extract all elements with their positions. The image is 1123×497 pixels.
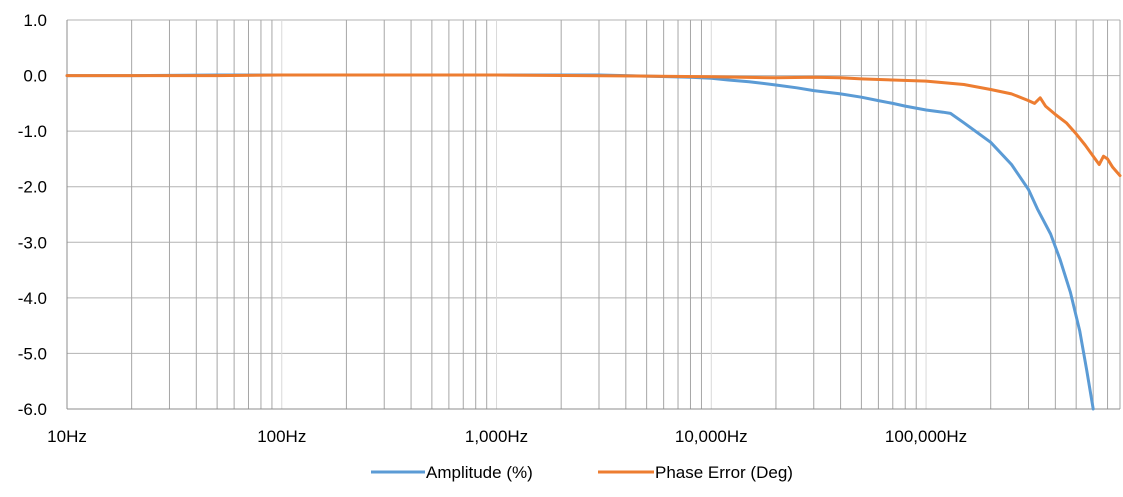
series-line-phase-error (67, 75, 1120, 176)
grid (67, 20, 1120, 409)
y-tick-labels: 1.0 0.0 -1.0 -2.0 -3.0 -4.0 -5.0 -6.0 (18, 11, 47, 419)
legend-label-amplitude: Amplitude (%) (426, 463, 533, 482)
axes (67, 20, 1120, 409)
x-tick-label: 10Hz (47, 427, 87, 446)
y-tick-label: 1.0 (23, 11, 47, 30)
y-tick-label: -4.0 (18, 289, 47, 308)
y-tick-label: 0.0 (23, 67, 47, 86)
legend-item-amplitude: Amplitude (%) (371, 463, 533, 482)
y-tick-label: -6.0 (18, 400, 47, 419)
legend: Amplitude (%) Phase Error (Deg) (371, 463, 793, 482)
x-tick-label: 100,000Hz (885, 427, 967, 446)
legend-item-phase-error: Phase Error (Deg) (598, 463, 793, 482)
x-tick-label: 10,000Hz (675, 427, 748, 446)
y-tick-label: -2.0 (18, 178, 47, 197)
y-tick-label: -3.0 (18, 233, 47, 252)
x-tick-labels: 10Hz 100Hz 1,000Hz 10,000Hz 100,000Hz (47, 427, 967, 446)
x-tick-label: 100Hz (257, 427, 306, 446)
legend-label-phase-error: Phase Error (Deg) (655, 463, 793, 482)
x-tick-label: 1,000Hz (465, 427, 528, 446)
y-tick-label: -1.0 (18, 122, 47, 141)
y-tick-label: -5.0 (18, 344, 47, 363)
